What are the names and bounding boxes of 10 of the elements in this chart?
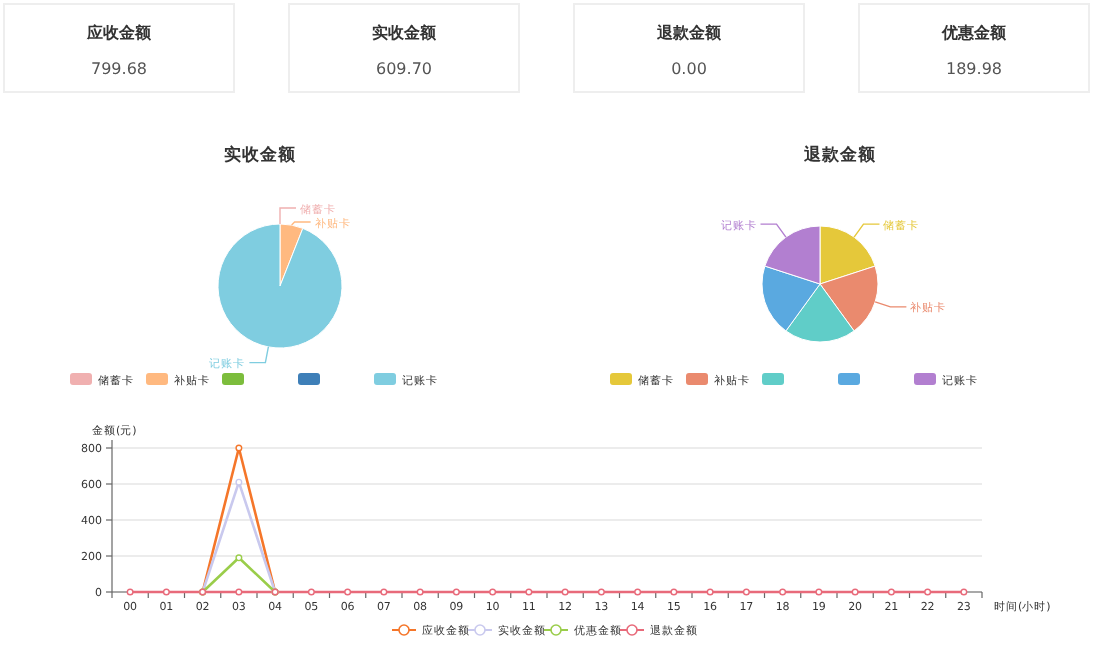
text: 609.70 (376, 60, 432, 78)
text: 0.00 (671, 60, 707, 78)
category-label: 实收金额 (372, 22, 438, 42)
category-label: 优惠金额 (940, 24, 1008, 42)
text: 189.98 (946, 60, 1002, 78)
chart-title: 实收金额 (224, 144, 298, 166)
text: 799.68 (91, 60, 147, 78)
chart-title: 退款金额 (802, 144, 878, 166)
category-label: 应收金额 (85, 22, 153, 42)
category-label: 退款金额 (655, 24, 723, 42)
